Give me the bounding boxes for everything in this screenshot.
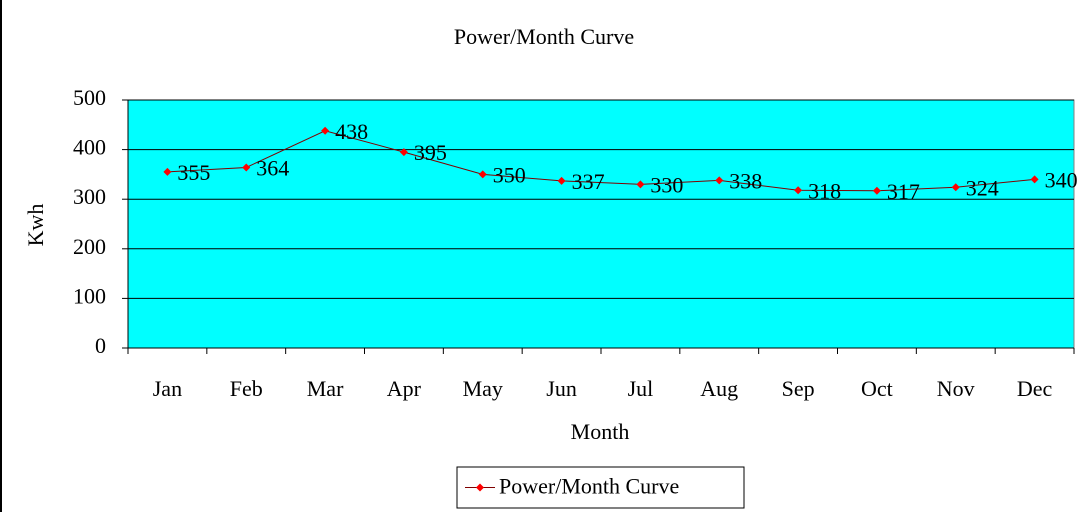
x-tick-label: Nov [937, 376, 975, 401]
chart-title: Power/Month Curve [454, 24, 634, 49]
data-label: 324 [966, 175, 999, 200]
data-label: 318 [808, 178, 841, 203]
data-point [399, 148, 408, 157]
series-line [167, 130, 1035, 192]
data-point [321, 126, 330, 135]
data-point [557, 176, 566, 185]
data-label: 338 [729, 168, 762, 193]
y-tick-label: 200 [73, 234, 106, 259]
data-label: 438 [335, 119, 368, 144]
data-point [872, 186, 881, 195]
legend-label: Power/Month Curve [499, 474, 679, 499]
data-label: 337 [572, 169, 605, 194]
data-point [1030, 175, 1039, 184]
data-label: 317 [887, 179, 920, 204]
data-label: 350 [493, 162, 526, 187]
data-point [478, 170, 487, 179]
x-axis-title: Month [571, 419, 630, 444]
data-label: 395 [414, 140, 447, 165]
x-tick-label: Jun [546, 376, 577, 401]
x-tick-label: Aug [700, 376, 738, 401]
data-point [794, 186, 803, 195]
x-tick-label: Mar [307, 376, 344, 401]
data-label: 355 [177, 160, 210, 185]
data-label: 330 [650, 172, 683, 197]
data-point [715, 176, 724, 185]
data-point [242, 163, 251, 172]
data-label: 340 [1045, 167, 1078, 192]
legend-box [456, 466, 745, 509]
y-axis-title: Kwh [23, 204, 48, 247]
x-tick-label: Feb [230, 376, 263, 401]
y-tick-label: 500 [73, 85, 106, 110]
plot-area [127, 99, 1075, 349]
y-tick-label: 300 [73, 184, 106, 209]
data-point [163, 167, 172, 176]
data-label: 364 [256, 156, 289, 181]
x-tick-label: Jul [628, 376, 654, 401]
y-tick-label: 400 [73, 135, 106, 160]
x-tick-label: May [463, 376, 503, 401]
x-tick-label: Oct [861, 376, 893, 401]
y-tick-label: 100 [73, 283, 106, 308]
x-tick-label: Apr [387, 376, 422, 401]
y-tick-label: 0 [95, 333, 106, 358]
data-point [636, 180, 645, 189]
x-tick-label: Sep [782, 376, 815, 401]
data-point [951, 183, 960, 192]
x-tick-label: Jan [153, 376, 182, 401]
legend-marker [476, 483, 484, 492]
x-tick-label: Dec [1017, 376, 1053, 401]
